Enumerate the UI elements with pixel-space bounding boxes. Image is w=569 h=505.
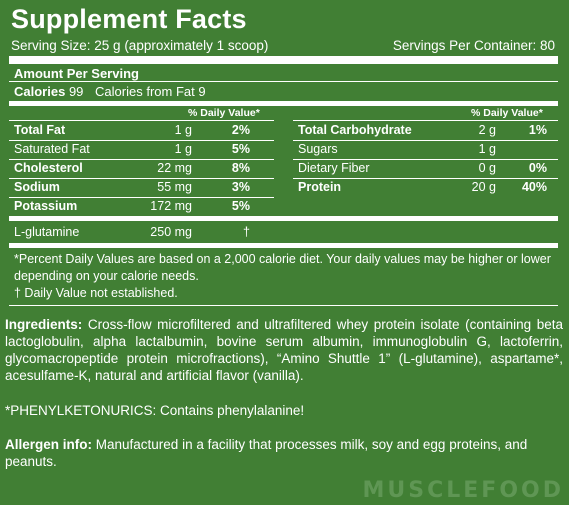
nutrient-dv: 1% (528, 123, 547, 137)
nutrient-amount: 250 mg (150, 225, 192, 239)
nutrient-name: Potassium (14, 199, 78, 213)
allergen-info: Allergen info: Manufactured in a facilit… (5, 436, 563, 470)
nutrient-amount: 1 g (478, 142, 496, 156)
footnote-line-1: *Percent Daily Values are based on a 2,0… (14, 252, 551, 266)
row-rule (9, 159, 274, 160)
nutrient-dv: † (243, 225, 250, 239)
ingredients-text: Cross-flow microfiltered and ultrafilter… (5, 317, 563, 383)
nutrient-name: Sodium (14, 180, 60, 194)
ingredients: Ingredients: Cross-flow microfiltered an… (5, 316, 563, 384)
row-rule (9, 178, 274, 179)
servings-per-container: Servings Per Container: 80 (392, 38, 555, 53)
musclefood-watermark-logo: MUSCLEFOOD (362, 478, 564, 503)
nutrient-amount: 2 g (478, 123, 496, 137)
calories-row: Calories 99 Calories from Fat 9 (14, 84, 206, 99)
allergen-text: Manufactured in a facility that processe… (5, 437, 528, 469)
rule-after-amount (9, 81, 558, 82)
thick-rule-lower (9, 216, 558, 221)
nutrient-dv: 3% (231, 180, 250, 194)
thick-rule-mid (9, 101, 558, 106)
nutrient-name: Total Fat (14, 123, 66, 137)
row-rule (9, 120, 274, 121)
nutrient-dv: 0% (528, 161, 547, 175)
nutrient-name: Saturated Fat (14, 142, 90, 156)
row-rule (9, 197, 274, 198)
dv-header-left: % Daily Value* (188, 107, 260, 119)
nutrient-name: L-glutamine (14, 225, 80, 239)
row-rule (9, 140, 274, 141)
allergen-label: Allergen info: (5, 437, 92, 452)
nutrient-dv: 40% (521, 180, 547, 194)
nutrient-name: Sugars (298, 142, 338, 156)
nutrient-dv: 2% (231, 123, 250, 137)
thick-rule-footnote (9, 243, 558, 248)
nutrient-name: Cholesterol (14, 161, 83, 175)
nutrient-dv: 5% (231, 199, 250, 213)
pku-warning: *PHENYLKETONURICS: Contains phenylalanin… (5, 403, 305, 418)
row-rule (293, 140, 558, 141)
nutrient-amount: 55 mg (157, 180, 192, 194)
nutrient-amount: 1 g (174, 123, 192, 137)
nutrient-name: Total Carbohydrate (298, 123, 412, 137)
row-rule (293, 159, 558, 160)
calories-label: Calories (14, 84, 66, 99)
calories-value: 99 (68, 84, 84, 99)
nutrient-amount: 20 g (471, 180, 496, 194)
nutrient-dv: 8% (231, 161, 250, 175)
row-rule (293, 178, 558, 179)
nutrient-name: Dietary Fiber (298, 161, 370, 175)
thick-rule-top (9, 56, 558, 64)
nutrient-amount: 0 g (478, 161, 496, 175)
nutrient-dv: 5% (231, 142, 250, 156)
amount-per-serving: Amount Per Serving (14, 66, 139, 81)
footnote-line-3: † Daily Value not established. (14, 286, 178, 300)
nutrient-name: Protein (298, 180, 342, 194)
footnote-line-2: depending on your calorie needs. (14, 269, 199, 283)
calories-from-fat: Calories from Fat 9 (95, 84, 206, 99)
serving-size: Serving Size: 25 g (approximately 1 scoo… (11, 38, 269, 53)
panel-bottom-rule (9, 305, 558, 306)
nutrient-amount: 1 g (174, 142, 192, 156)
dv-header-right: % Daily Value* (471, 107, 543, 119)
row-rule (293, 120, 558, 121)
panel-title: Supplement Facts (11, 4, 247, 34)
nutrient-amount: 22 mg (157, 161, 192, 175)
ingredients-label: Ingredients: (5, 317, 83, 332)
nutrient-amount: 172 mg (150, 199, 192, 213)
